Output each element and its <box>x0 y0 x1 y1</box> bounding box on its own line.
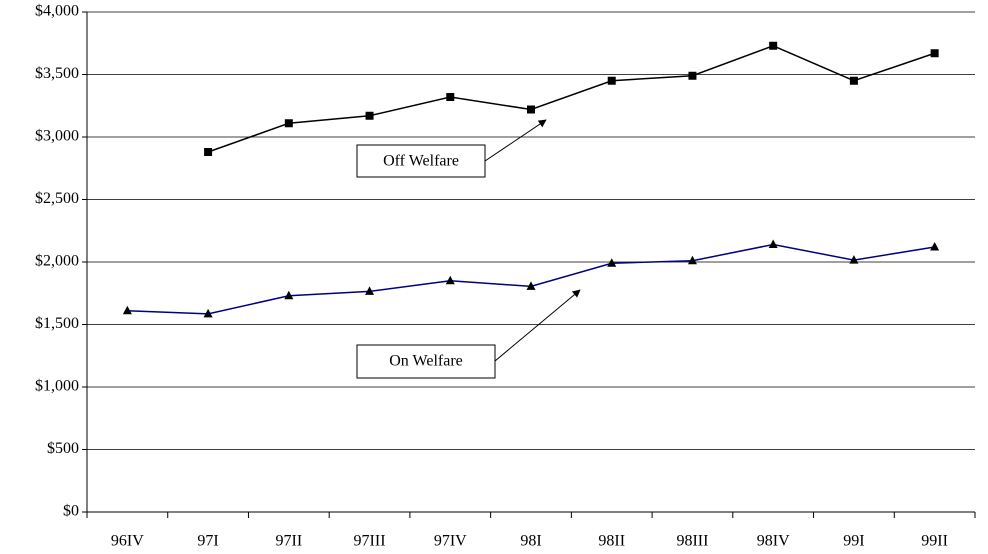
y-tick-label: $3,500 <box>35 65 79 82</box>
point-marker <box>204 148 213 156</box>
plot-area: $0 $500 $1,000 $1,500 $2,000 $2,500 $3,000 $3,5… <box>35 3 976 550</box>
point-marker <box>687 255 697 265</box>
point-marker <box>284 290 294 300</box>
series-line <box>207 44 935 153</box>
series-line <box>127 243 935 315</box>
x-tick-label: 98I <box>520 533 541 550</box>
annotation-box <box>356 144 486 178</box>
point-marker <box>849 76 858 85</box>
point-marker <box>769 41 778 50</box>
point-marker <box>446 93 455 101</box>
point-marker <box>930 242 940 251</box>
y-tick-label: $1,500 <box>35 315 79 332</box>
x-tick-label: 98II <box>598 533 625 550</box>
y-tick-label: $500 <box>47 440 79 457</box>
point-marker <box>122 305 132 315</box>
x-tick-label: 96IV <box>111 533 144 550</box>
y-tick-label: $0 <box>63 503 79 520</box>
point-marker <box>768 239 778 248</box>
x-tick-label: 98III <box>676 533 708 550</box>
point-marker <box>365 286 375 295</box>
x-tick-label: 98IV <box>757 533 790 550</box>
annotation-arrow <box>484 119 547 162</box>
y-tick-label: $2,500 <box>35 190 79 207</box>
point-marker <box>445 275 455 285</box>
x-tick-label: 97IV <box>434 533 467 550</box>
point-marker <box>607 258 617 267</box>
point-marker <box>203 308 213 318</box>
point-marker <box>607 76 616 85</box>
point-marker <box>688 71 697 80</box>
point-marker <box>849 255 859 264</box>
y-tick-label: $3,000 <box>35 128 79 145</box>
point-marker <box>527 105 535 114</box>
point-marker <box>284 119 293 128</box>
x-tick-label: 97I <box>197 533 218 550</box>
x-tick-label: 97III <box>354 533 386 550</box>
point-marker <box>365 111 374 120</box>
y-tick-label: $2,000 <box>35 253 79 270</box>
x-tick-label: 97II <box>275 533 302 550</box>
y-tick-label: $4,000 <box>35 3 79 20</box>
annotation-box <box>356 344 496 379</box>
annotation: Off Welfare <box>383 153 459 170</box>
annotation: On Welfare <box>389 353 463 370</box>
point-marker <box>930 49 939 58</box>
x-tick-label: 99I <box>843 533 864 550</box>
x-tick-label: 99II <box>921 533 948 550</box>
point-marker <box>526 281 536 290</box>
annotation-arrow <box>494 289 581 362</box>
y-tick-label: $1,000 <box>35 378 79 395</box>
